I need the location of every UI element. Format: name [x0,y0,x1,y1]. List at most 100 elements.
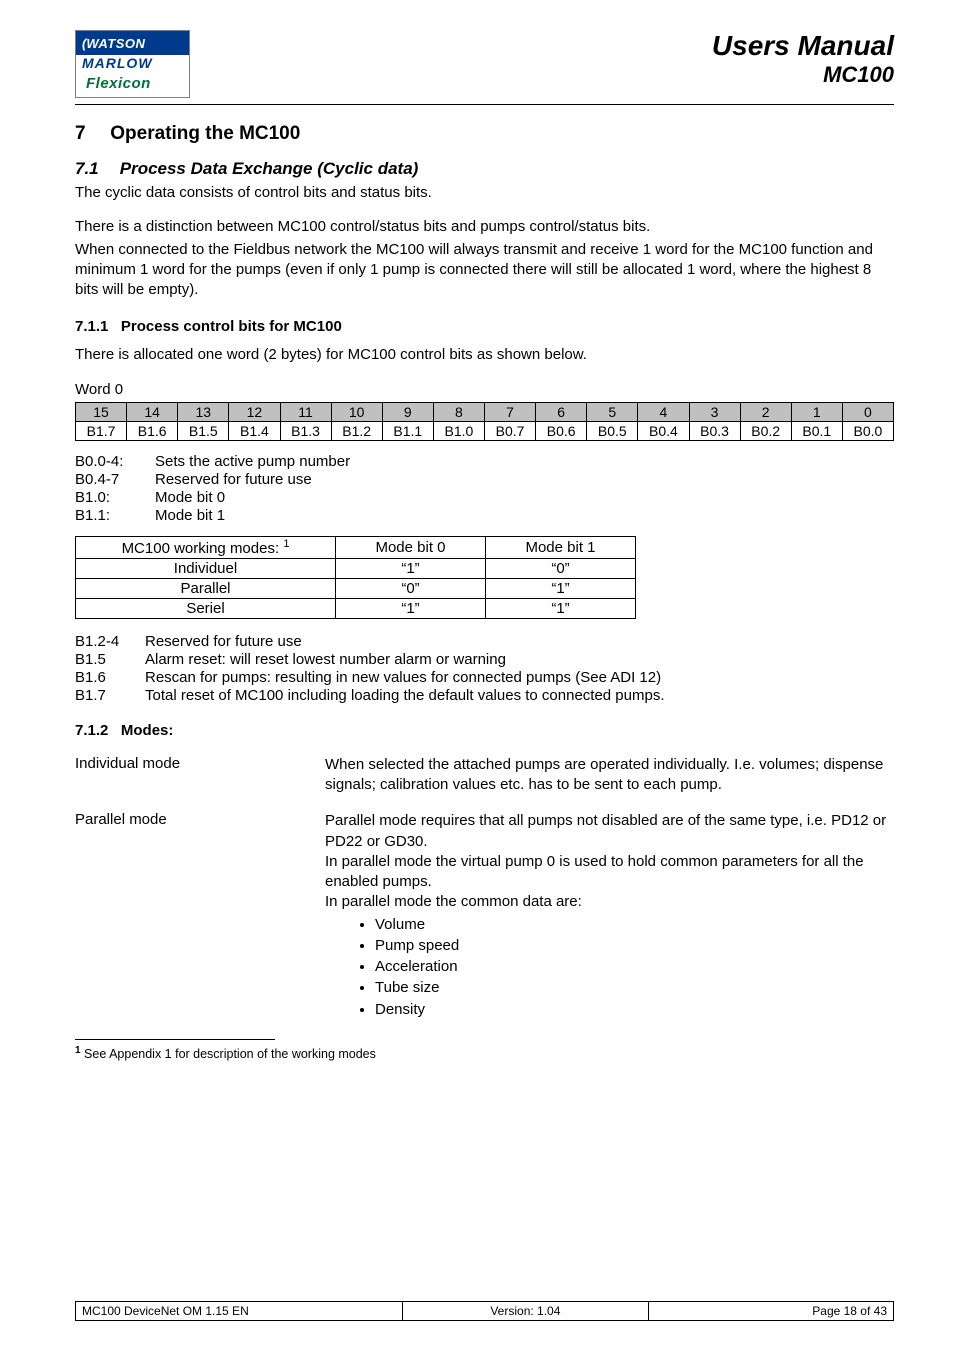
paragraph: The cyclic data consists of control bits… [75,183,894,203]
bit-header: 14 [127,402,178,421]
footer-left: MC100 DeviceNet OM 1.15 EN [76,1302,403,1321]
modes-head: MC100 working modes: 1 [76,536,336,558]
word-label: Word 0 [75,380,894,400]
def-key: B1.0: [75,489,155,506]
def-val: Reserved for future use [145,633,302,650]
mode-label: Individual mode [75,755,325,796]
bit-definitions-2: B1.2-4Reserved for future use B1.5Alarm … [75,633,894,704]
modes-cell: “1” [336,558,486,578]
list-item: Pump speed [375,936,894,956]
bit-cell: B1.7 [76,421,127,440]
doc-title: Users Manual [712,30,894,62]
list-item: Tube size [375,978,894,998]
bit-header: 5 [587,402,638,421]
footer-center: Version: 1.04 [403,1302,648,1321]
subsubsection-7-1-1: 7.1.1 Process control bits for MC100 [75,318,894,335]
footnote: 1 See Appendix 1 for description of the … [75,1044,894,1063]
bit-cell: B1.1 [382,421,433,440]
section-heading: 7 Operating the MC100 [75,123,894,145]
bit-header: 11 [280,402,331,421]
bit-header: 12 [229,402,280,421]
bit-header: 8 [433,402,484,421]
bit-header: 13 [178,402,229,421]
def-val: Mode bit 1 [155,507,225,524]
mode-individual: Individual mode When selected the attach… [75,755,894,796]
bit-header: 0 [842,402,893,421]
modes-cell: “1” [336,598,486,618]
bit-header: 10 [331,402,382,421]
mode-label: Parallel mode [75,811,325,1021]
def-val: Alarm reset: will reset lowest number al… [145,651,506,668]
footer-right: Page 18 of 43 [648,1302,893,1321]
paragraph: When connected to the Fieldbus network t… [75,240,894,301]
paragraph: There is allocated one word (2 bytes) fo… [75,345,894,365]
def-val: Sets the active pump number [155,453,350,470]
bit-cell: B0.7 [485,421,536,440]
bit-cell: B1.0 [433,421,484,440]
def-key: B1.2-4 [75,633,145,650]
bit-cell: B0.5 [587,421,638,440]
bit-cell: B1.2 [331,421,382,440]
logo-line1: WATSON [86,36,145,51]
doc-subtitle: MC100 [712,62,894,88]
bit-cell: B0.6 [536,421,587,440]
footnote-rule [75,1039,275,1040]
bit-table: 15 14 13 12 11 10 9 8 7 6 5 4 3 2 1 0 B1… [75,402,894,441]
footnote-ref: 1 [283,538,289,550]
subsection-number: 7.1 [75,159,115,179]
modes-cell: “0” [336,578,486,598]
section-title: Operating the MC100 [110,123,300,144]
modes-cell: “0” [486,558,636,578]
logo-line2: MARLOW [82,55,153,71]
modes-cell: Parallel [76,578,336,598]
list-item: Acceleration [375,957,894,977]
modes-head: Mode bit 1 [486,536,636,558]
modes-cell: “1” [486,578,636,598]
bit-header: 6 [536,402,587,421]
mode-desc-line: Parallel mode requires that all pumps no… [325,811,894,852]
mode-desc-line: In parallel mode the virtual pump 0 is u… [325,852,894,893]
bit-cell: B1.3 [280,421,331,440]
bit-header: 2 [740,402,791,421]
brand-logo: ( WATSON MARLOW Flexicon [75,30,190,98]
mode-desc-line: In parallel mode the common data are: [325,892,894,912]
bit-header: 7 [485,402,536,421]
bit-definitions: B0.0-4:Sets the active pump number B0.4-… [75,453,894,524]
list-item: Density [375,1000,894,1020]
subsub-title: Process control bits for MC100 [121,318,342,335]
bit-cell: B0.3 [689,421,740,440]
bit-cell: B0.0 [842,421,893,440]
paragraph: There is a distinction between MC100 con… [75,217,894,237]
bit-header: 1 [791,402,842,421]
def-val: Rescan for pumps: resulting in new value… [145,669,661,686]
subsection-title: Process Data Exchange (Cyclic data) [120,159,419,178]
bit-header: 9 [382,402,433,421]
list-item: Volume [375,915,894,935]
bit-cell: B0.1 [791,421,842,440]
subsub-number: 7.1.2 [75,722,108,739]
bit-cell: B1.6 [127,421,178,440]
bullet-list: Volume Pump speed Acceleration Tube size… [375,915,894,1020]
bit-cell: B0.2 [740,421,791,440]
mode-desc: When selected the attached pumps are ope… [325,755,894,796]
subsection-7-1: 7.1 Process Data Exchange (Cyclic data) [75,159,894,179]
modes-head: Mode bit 0 [336,536,486,558]
page-footer: MC100 DeviceNet OM 1.15 EN Version: 1.04… [75,1301,894,1321]
footnote-text: See Appendix 1 for description of the wo… [84,1047,376,1061]
modes-cell: Individuel [76,558,336,578]
modes-table: MC100 working modes: 1 Mode bit 0 Mode b… [75,536,636,619]
bit-header: 3 [689,402,740,421]
bit-cell: B0.4 [638,421,689,440]
def-key: B1.5 [75,651,145,668]
bit-cell: B1.4 [229,421,280,440]
bit-header: 15 [76,402,127,421]
def-key: B1.7 [75,687,145,704]
page-header: ( WATSON MARLOW Flexicon Users Manual MC… [75,30,894,105]
def-val: Total reset of MC100 including loading t… [145,687,665,704]
bit-header: 4 [638,402,689,421]
subsubsection-7-1-2: 7.1.2 Modes: [75,722,894,739]
mode-parallel: Parallel mode Parallel mode requires tha… [75,811,894,1021]
modes-cell: “1” [486,598,636,618]
subsub-title: Modes: [121,722,174,739]
footnote-marker: 1 [75,1045,81,1056]
